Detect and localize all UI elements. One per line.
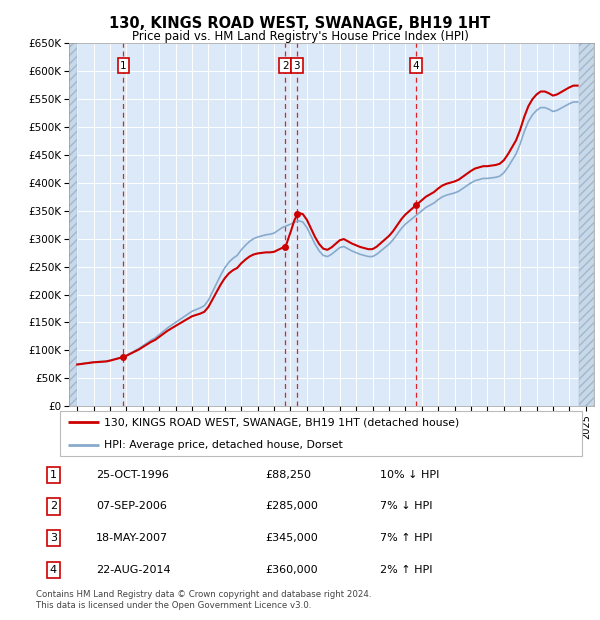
Text: Contains HM Land Registry data © Crown copyright and database right 2024.
This d: Contains HM Land Registry data © Crown c… xyxy=(36,590,371,609)
Text: 7% ↑ HPI: 7% ↑ HPI xyxy=(380,533,433,543)
Text: 2% ↑ HPI: 2% ↑ HPI xyxy=(380,565,433,575)
Text: Price paid vs. HM Land Registry's House Price Index (HPI): Price paid vs. HM Land Registry's House … xyxy=(131,30,469,43)
Bar xyxy=(579,43,594,406)
Text: 07-SEP-2006: 07-SEP-2006 xyxy=(96,502,167,512)
Text: 1: 1 xyxy=(50,470,57,480)
Text: 130, KINGS ROAD WEST, SWANAGE, BH19 1HT (detached house): 130, KINGS ROAD WEST, SWANAGE, BH19 1HT … xyxy=(104,417,460,427)
Text: HPI: Average price, detached house, Dorset: HPI: Average price, detached house, Dors… xyxy=(104,440,343,450)
Text: 18-MAY-2007: 18-MAY-2007 xyxy=(96,533,168,543)
Text: £345,000: £345,000 xyxy=(265,533,318,543)
Text: 1: 1 xyxy=(120,61,127,71)
FancyBboxPatch shape xyxy=(60,411,582,456)
Text: 25-OCT-1996: 25-OCT-1996 xyxy=(96,470,169,480)
Text: 10% ↓ HPI: 10% ↓ HPI xyxy=(380,470,439,480)
Bar xyxy=(69,43,77,406)
Text: 3: 3 xyxy=(50,533,57,543)
Text: 2: 2 xyxy=(50,502,57,512)
Text: 22-AUG-2014: 22-AUG-2014 xyxy=(96,565,170,575)
Text: £88,250: £88,250 xyxy=(265,470,311,480)
Text: £360,000: £360,000 xyxy=(265,565,318,575)
Text: £285,000: £285,000 xyxy=(265,502,318,512)
Text: 4: 4 xyxy=(50,565,57,575)
Text: 2: 2 xyxy=(282,61,289,71)
Text: 7% ↓ HPI: 7% ↓ HPI xyxy=(380,502,433,512)
Text: 4: 4 xyxy=(413,61,419,71)
Text: 3: 3 xyxy=(293,61,300,71)
Text: 130, KINGS ROAD WEST, SWANAGE, BH19 1HT: 130, KINGS ROAD WEST, SWANAGE, BH19 1HT xyxy=(109,16,491,31)
